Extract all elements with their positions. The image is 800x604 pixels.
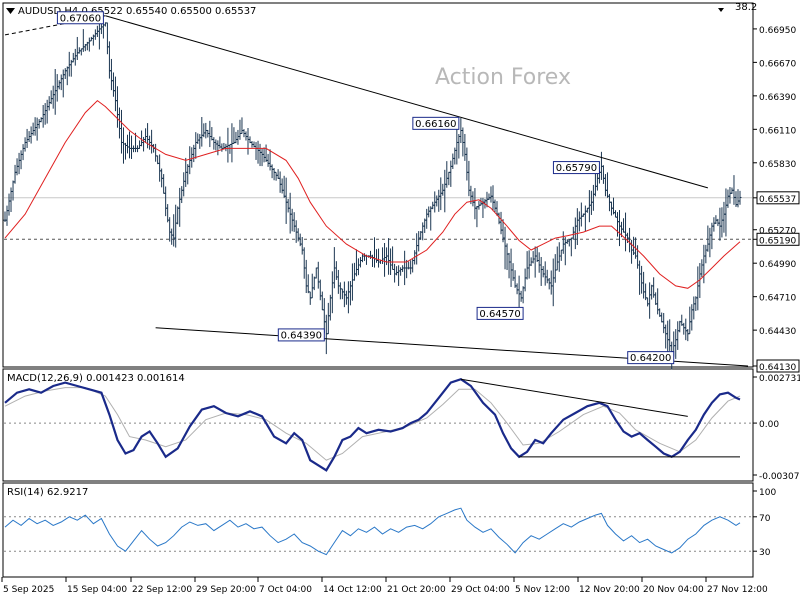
price-axis-label: 0.65190 [759, 236, 796, 246]
macd-axis-label: -0.003077 [759, 472, 800, 482]
x-axis-label: 22 Sep 12:00 [132, 585, 192, 595]
annotation-box [627, 351, 675, 365]
price-panel [2, 2, 754, 368]
rsi-axis-label: 100 [759, 488, 776, 498]
x-axis-label: 20 Nov 04:00 [643, 585, 704, 595]
price-axis-label: 0.64990 [759, 260, 796, 270]
rsi-axis-label: 30 [759, 548, 771, 558]
macd-title: MACD(12,26,9) 0.001423 0.001614 [7, 373, 185, 384]
annotation-box [476, 306, 524, 320]
rsi-panel [2, 482, 754, 578]
dropdown-arrow-icon[interactable] [718, 8, 724, 12]
x-axis-label: 12 Nov 20:00 [579, 585, 640, 595]
watermark: Action Forex [435, 65, 571, 90]
annotation-box [277, 328, 325, 342]
macd-axis-label: 0.002731 [759, 374, 800, 384]
price-axis-label: 0.66950 [759, 26, 796, 36]
corner-value: 38.2 [735, 2, 757, 13]
price-axis-label: 0.66110 [759, 126, 796, 136]
x-axis-label: 7 Oct 04:00 [259, 585, 312, 595]
x-axis-label: 14 Oct 12:00 [323, 585, 382, 595]
x-axis-label: 15 Sep 04:00 [67, 585, 127, 595]
price-axis-label: 0.66670 [759, 59, 796, 69]
price-axis-label: 0.65830 [759, 160, 796, 170]
macd-axis-label: 0.00 [759, 420, 779, 430]
x-axis-label: 21 Oct 20:00 [387, 585, 446, 595]
macd-layer [4, 377, 752, 472]
symbol-info: AUDUSD,H4 0.65522 0.65540 0.65500 0.6553… [18, 6, 256, 17]
price-axis-highlight [756, 191, 800, 205]
annotation-label: 0.65790 [556, 163, 597, 174]
price-axis-label: 0.66390 [759, 93, 796, 103]
x-axis-label: 27 Nov 12:00 [707, 585, 768, 595]
x-axis-label: 29 Sep 20:00 [196, 585, 256, 595]
rsi-line [4, 507, 741, 556]
annotation-box [412, 116, 460, 130]
rsi-layer [4, 507, 752, 556]
macd-trendline [460, 378, 688, 417]
price-layer: 0.67060 0.66160 0.65790 0.64570 0.64390 0.642… [3, 11, 752, 370]
axis-layer: 0.66950 0.66670 0.66390 0.66110 0.65830 0.655… [1, 26, 800, 595]
price-axis-label: 0.65537 [759, 195, 796, 205]
price-axis-label: 0.64430 [759, 327, 796, 337]
x-axis-label: 5 Sep 2025 [3, 585, 54, 595]
chevron-down-icon[interactable] [6, 8, 15, 14]
annotation-label: 0.66160 [415, 119, 456, 130]
x-axis-label: 5 Nov 12:00 [515, 585, 570, 595]
rsi-axis-label: 70 [759, 514, 771, 524]
annotation-label: 0.64390 [281, 330, 322, 341]
moving-average-line [4, 99, 741, 289]
price-bars [3, 14, 742, 370]
annotation-box [56, 11, 104, 25]
annotation-label: 0.64570 [479, 309, 520, 320]
price-axis-label: 0.64710 [759, 294, 796, 304]
annotation-box [552, 161, 600, 175]
annotation-label: 0.64200 [630, 353, 671, 364]
x-axis-label: 29 Oct 04:00 [451, 585, 510, 595]
price-axis-label: 0.64130 [759, 363, 796, 373]
annotation-label: 0.67060 [60, 13, 101, 24]
macd-panel [2, 368, 754, 482]
price-axis-label: 0.65270 [759, 227, 796, 237]
rsi-title: RSI(14) 62.9217 [7, 487, 88, 498]
macd-main-line [4, 377, 741, 472]
price-axis-highlight [756, 359, 800, 373]
price-axis-highlight [756, 232, 800, 246]
price-trendline [105, 15, 709, 189]
